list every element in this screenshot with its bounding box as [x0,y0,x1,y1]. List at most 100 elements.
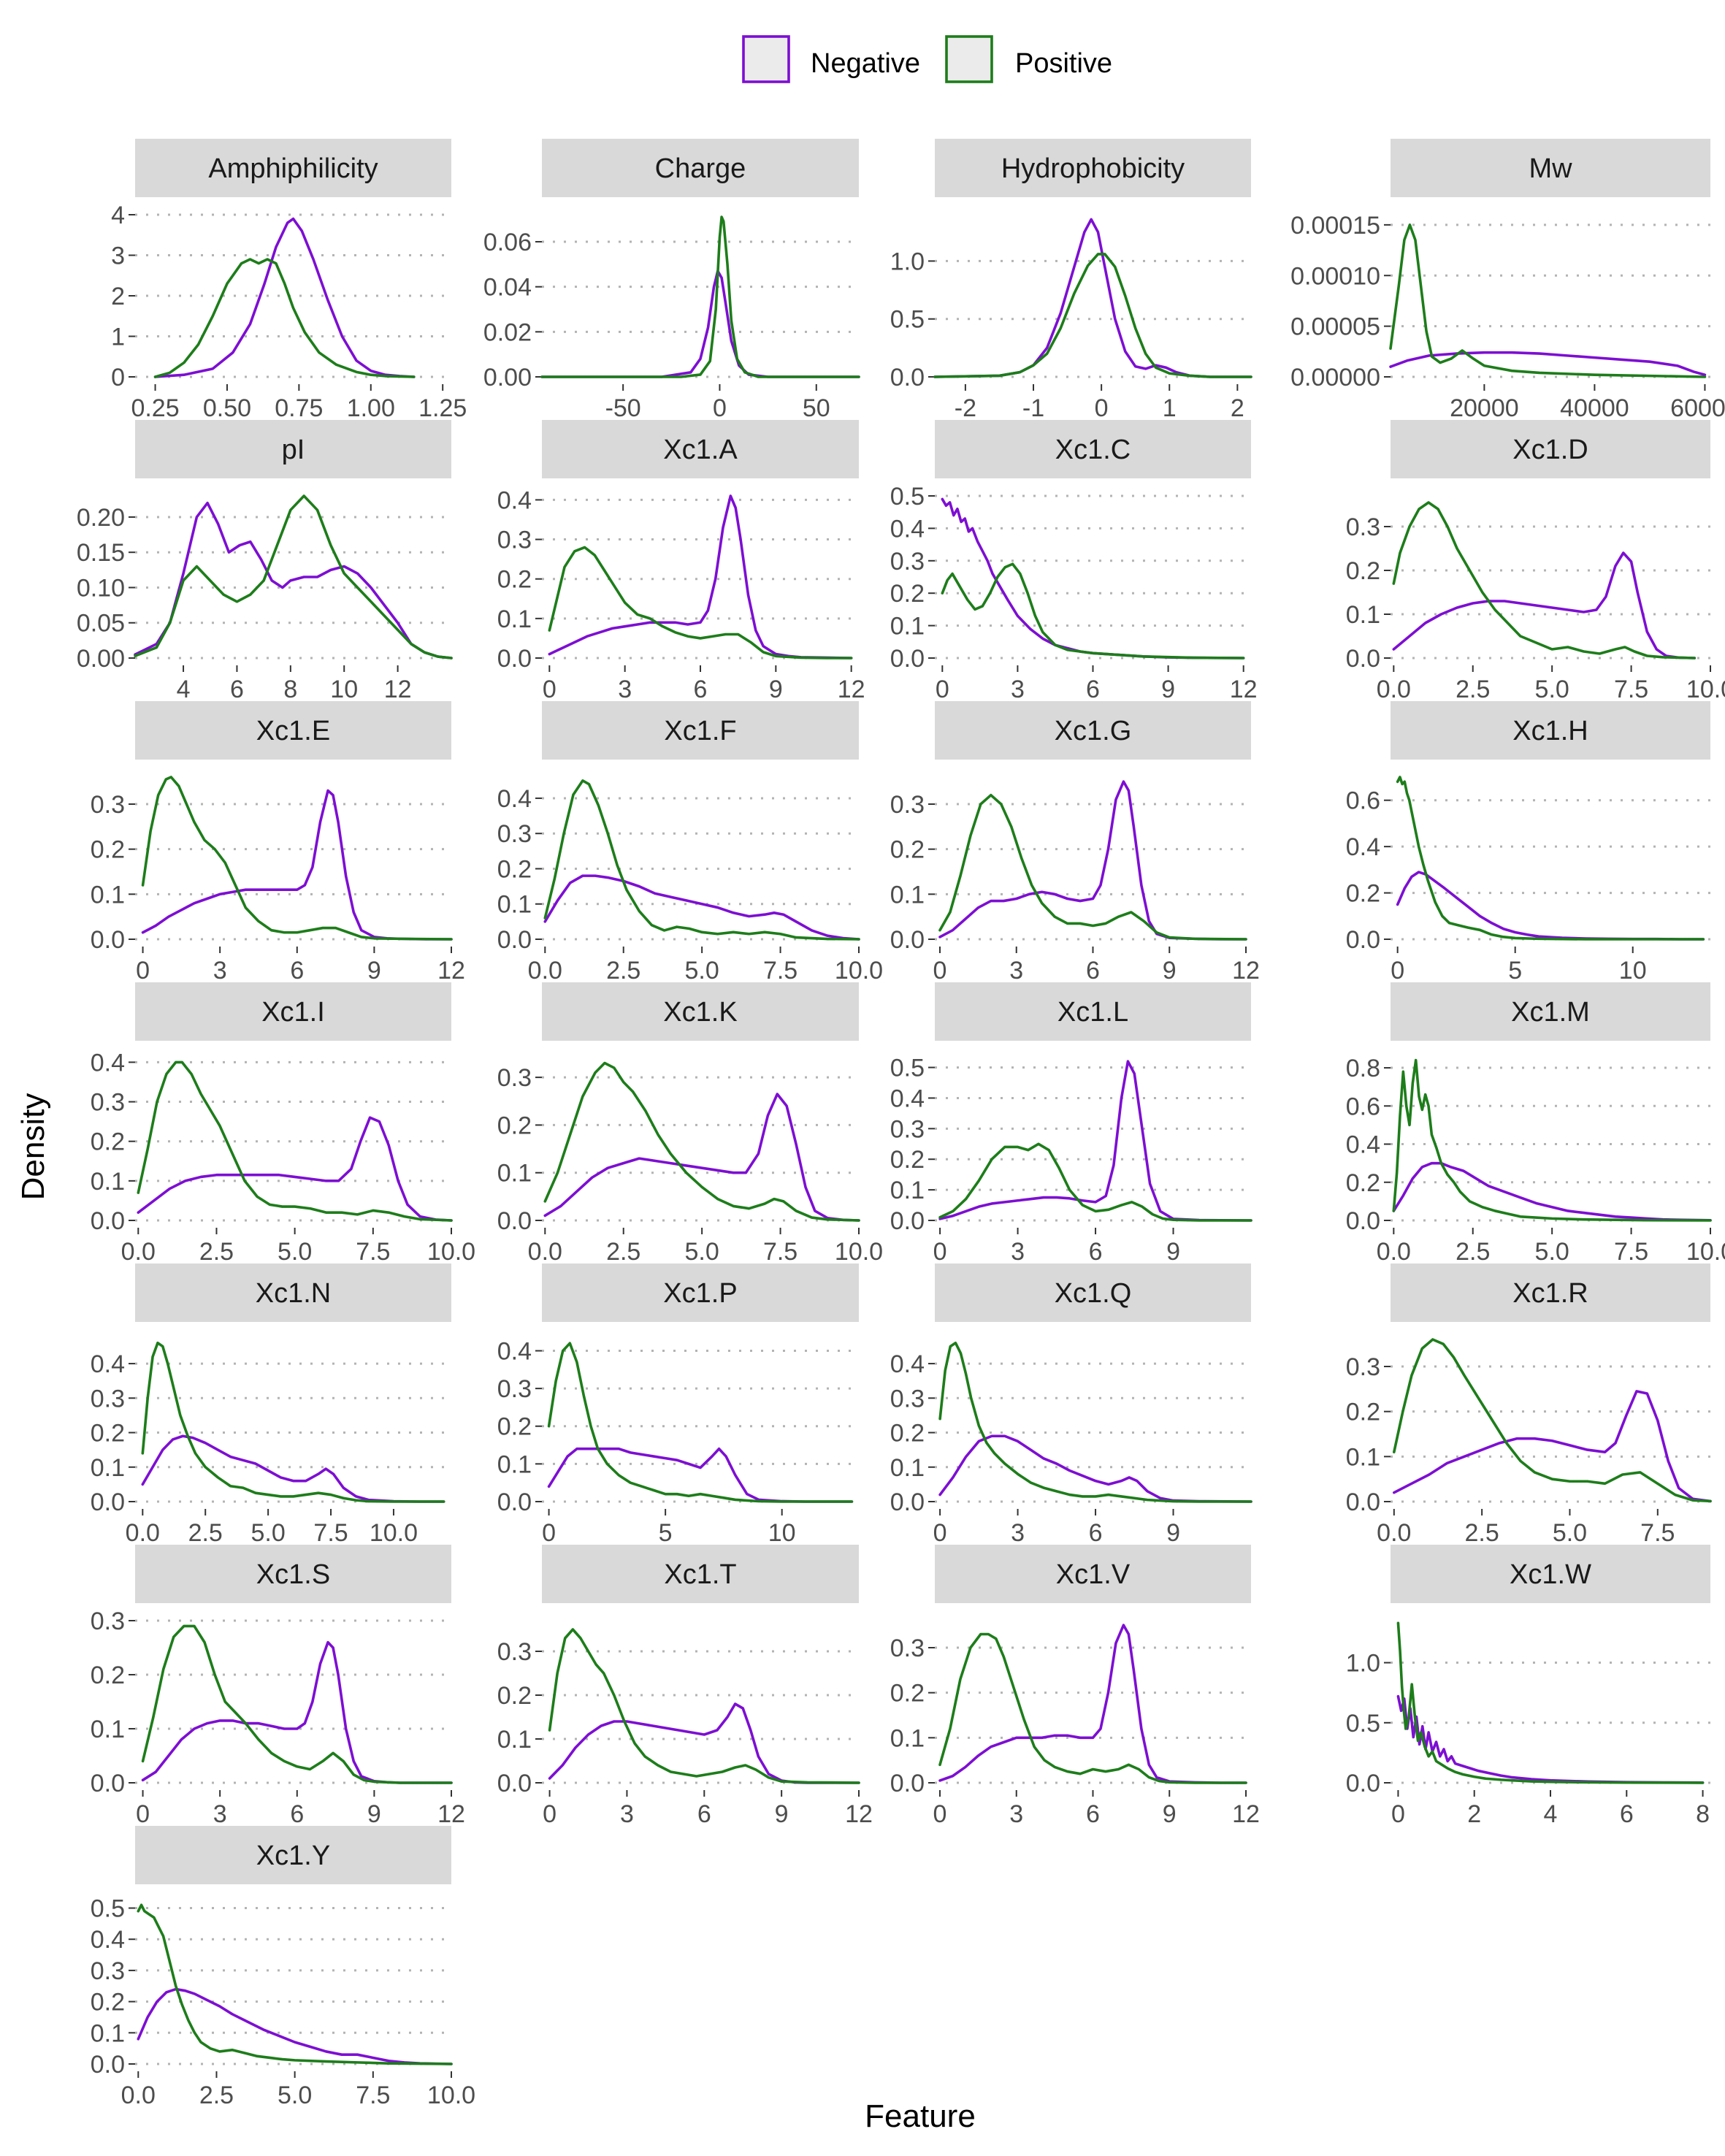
density-curve-negative [933,218,1252,378]
x-tick-label: 0.0 [126,1519,160,1547]
y-tick-label: 0.1 [890,881,925,909]
strip-xc1-l [935,982,1251,1041]
strip-label-xc1-w: Xc1.W [1510,1559,1591,1590]
y-tick-label: 0.2 [497,1682,532,1710]
x-tick-label: 12 [437,1800,465,1828]
strip-xc1-n [135,1264,451,1322]
strip-xc1-c [935,420,1251,478]
y-tick-label: 0.4 [890,515,925,543]
x-tick-label: 3 [1009,1800,1023,1828]
y-tick-label: 0.4 [91,1350,125,1378]
y-tick-label: 0.2 [91,1128,125,1156]
x-tick-label: 7.5 [356,2082,390,2109]
x-tick-label: 4 [177,676,191,703]
density-curve-positive [548,546,853,660]
x-tick-label: 5.0 [1535,1238,1569,1266]
x-tick-label: 0 [543,1800,556,1828]
x-tick-label: 6 [290,1800,304,1828]
strip-mw [1391,139,1710,197]
strip-xc1-a [542,420,859,478]
strip-xc1-p [542,1264,859,1322]
x-tick-label: 7.5 [313,1519,348,1547]
x-tick-label: 9 [769,676,783,703]
y-tick-label: 0.1 [1346,601,1380,629]
y-tick-label: 0.00015 [1290,212,1380,240]
y-tick-label: 0.0 [91,1207,125,1235]
y-tick-label: 0.4 [890,1085,925,1112]
x-tick-label: 5 [659,1519,673,1547]
strip-xc1-y [135,1826,451,1884]
strip-xc1-t [542,1545,859,1603]
y-tick-label: 0.4 [91,1926,125,1954]
strip-label-charge: Charge [655,153,746,184]
density-curve-positive [141,1624,453,1784]
y-tick-label: 0.2 [890,580,925,608]
y-tick-label: 0.3 [1346,1353,1380,1381]
x-tick-label: 6 [694,676,708,703]
strip-label-xc1-i: Xc1.I [261,997,325,1028]
strip-charge [542,139,859,197]
density-curve-positive [153,258,416,378]
y-tick-label: 0.0 [91,926,125,954]
x-tick-label: 0.25 [131,394,179,422]
density-curve-negative [1396,1694,1705,1784]
x-tick-label: 9 [1163,957,1177,985]
density-curve-positive [543,779,860,941]
y-tick-label: 0.1 [497,1160,532,1188]
x-tick-label: 10.0 [427,1238,475,1266]
y-tick-label: 0.0 [497,926,532,954]
panel-xc1-m: Xc1.M 0.0 0.2 0.4 0.6 0.8 0.0 2.5 5.0 7.5 10.0 [1346,982,1725,1266]
y-tick-label: 0.2 [91,1420,125,1448]
strip-label-xc1-q: Xc1.Q [1055,1278,1132,1309]
density-curve-negative [1393,1390,1712,1503]
x-tick-label: 7.5 [763,957,798,985]
y-tick-label: 0.3 [890,1385,925,1413]
y-tick-label: 0.2 [1346,557,1380,585]
x-tick-label: 2.5 [188,1519,223,1547]
density-curve-positive [1393,1338,1712,1503]
strip-xc1-k [542,982,859,1041]
strip-label-xc1-g: Xc1.G [1055,716,1132,746]
density-curve-negative [141,1434,445,1503]
density-curve-negative [543,1093,860,1222]
x-tick-label: 0 [136,1800,150,1828]
x-tick-label: 0 [1391,957,1404,985]
density-curve-positive [141,1341,445,1503]
x-tick-label: 20000 [1450,394,1519,422]
density-curve-positive [137,1060,453,1222]
strip-hydrophobicity [935,139,1251,197]
y-tick-label: 3 [111,242,125,270]
x-tick-label: 0 [542,1519,556,1547]
strip-label-xc1-n: Xc1.N [256,1278,331,1309]
x-tick-label: 0 [136,957,150,985]
y-tick-label: 0.1 [497,891,532,919]
legend: Negative Positive [742,35,1112,83]
y-tick-label: 0.5 [890,483,925,511]
density-curve-negative [548,494,853,660]
strip-label-xc1-m: Xc1.M [1511,997,1590,1028]
y-tick-label: 0.3 [91,1957,125,1985]
x-tick-label: 2.5 [606,1238,640,1266]
density-curve-positive [933,253,1252,378]
strip-xc1-q [935,1264,1251,1322]
strip-label-xc1-l: Xc1.L [1057,997,1128,1028]
density-curve-negative [938,1624,1247,1784]
x-tick-label: 2 [1231,394,1244,422]
y-tick-label: 0.0 [890,364,925,391]
x-tick-label: 0 [1095,394,1109,422]
x-tick-label: 5.0 [685,1238,719,1266]
x-tick-label: 2.5 [199,1238,234,1266]
y-tick-label: 0.3 [890,1635,925,1662]
strip-label-xc1-f: Xc1.F [664,716,736,746]
y-tick-label: 0.00005 [1290,313,1380,341]
strip-label-amphiphilicity: Amphiphilicity [208,153,378,184]
panel-xc1-e: Xc1.E 0.0 0.1 0.2 0.3 0 3 6 9 12 [91,701,465,985]
y-tick-label: 0.2 [91,1989,125,2017]
x-tick-label: 1.00 [347,394,395,422]
y-tick-label: 0.2 [91,836,125,864]
y-tick-label: 0.1 [890,1724,925,1752]
y-tick-label: 0.6 [1346,787,1380,815]
x-tick-label: 12 [384,676,412,703]
y-tick-label: 0.2 [497,566,532,594]
x-tick-label: 9 [1166,1519,1180,1547]
